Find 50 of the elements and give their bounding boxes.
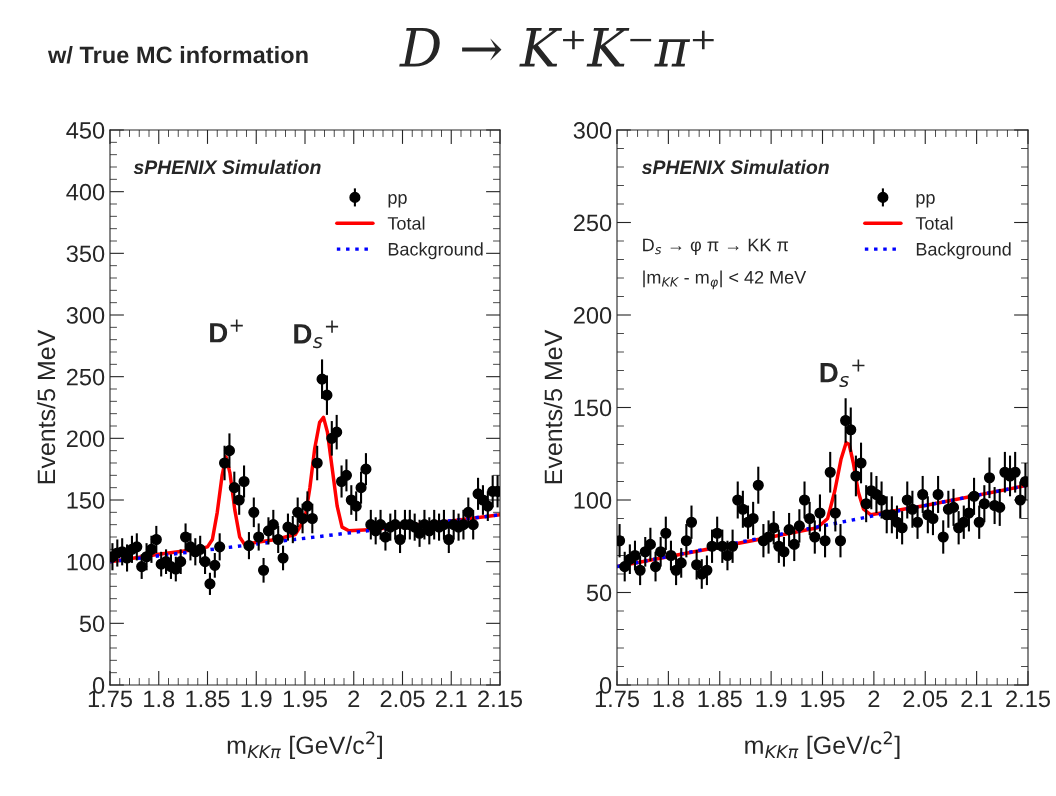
y-tick-label: 300 [573, 122, 612, 139]
x-tick-label: 1.95 [283, 690, 327, 708]
y-axis-title: Events/5 MeV [36, 329, 56, 484]
legend-label: Total [915, 216, 953, 230]
y-tick-label: 250 [573, 214, 612, 232]
y-tick-label: 450 [66, 122, 105, 139]
y-tick-label: 200 [66, 430, 105, 448]
x-axis-title: m$_{KKπ}$ [GeV/c$^{2}$] [745, 731, 900, 760]
chart-title: w/ True MC information [47, 46, 308, 64]
legend-label: pp [916, 194, 935, 208]
y-tick-label: 250 [66, 368, 105, 386]
annotation: D$_{s}$ → φ π → KK π [643, 238, 789, 255]
y-axis-title: Events/5 MeV [543, 329, 563, 484]
y-tick-label: 400 [66, 183, 105, 201]
x-tick-label: 2.15 [478, 690, 522, 708]
x-tick-label: 2.1 [961, 690, 992, 707]
annotation: D$_{s}$$^{+}$ [820, 359, 865, 388]
legend-label: Background [388, 242, 483, 260]
x-tick-label: 2 [868, 690, 880, 707]
y-tick-label: 200 [573, 307, 612, 324]
y-tick-label: 100 [67, 553, 105, 571]
y-tick-label: 100 [574, 492, 612, 509]
y-tick-label: 150 [574, 399, 612, 417]
x-tick-label: 2.15 [1006, 690, 1050, 708]
x-tick-label: 2.05 [903, 690, 948, 708]
y-tick-label: 300 [66, 307, 105, 324]
legend-label: Total [387, 216, 425, 230]
x-tick-label: 1.8 [144, 690, 175, 708]
x-axis-title: m$_{KKπ}$ [GeV/c$^{2}$] [227, 731, 382, 760]
annotation: sPHENIX Simulation [133, 159, 321, 175]
x-tick-label: 2 [348, 690, 360, 707]
annotation: D$_{s}$$^{+}$ [294, 320, 339, 349]
x-tick-label: 1.85 [186, 690, 230, 708]
chart-subtitle: D → K⁺K⁻π⁺ [399, 28, 714, 67]
legend-label: pp [388, 194, 407, 208]
annotation: |m$_{KK}$ - m$_{φ}$| < 42 MeV [643, 270, 807, 290]
x-tick-label: 1.85 [698, 690, 742, 708]
x-tick-label: 1.9 [756, 690, 787, 708]
x-tick-label: 1.8 [653, 690, 684, 708]
x-tick-label: 1.95 [801, 690, 845, 708]
y-tick-label: 150 [67, 492, 105, 509]
legend-label: Background [916, 242, 1011, 260]
y-tick-label: 50 [79, 615, 105, 633]
annotation: D$^{+}$ [210, 319, 243, 343]
x-tick-label: 1.9 [241, 690, 272, 708]
x-tick-label: 2.1 [436, 690, 467, 707]
y-tick-label: 350 [66, 245, 105, 263]
x-tick-label: 2.05 [380, 690, 425, 708]
annotation: sPHENIX Simulation [641, 159, 829, 175]
y-tick-label: 50 [586, 584, 612, 602]
